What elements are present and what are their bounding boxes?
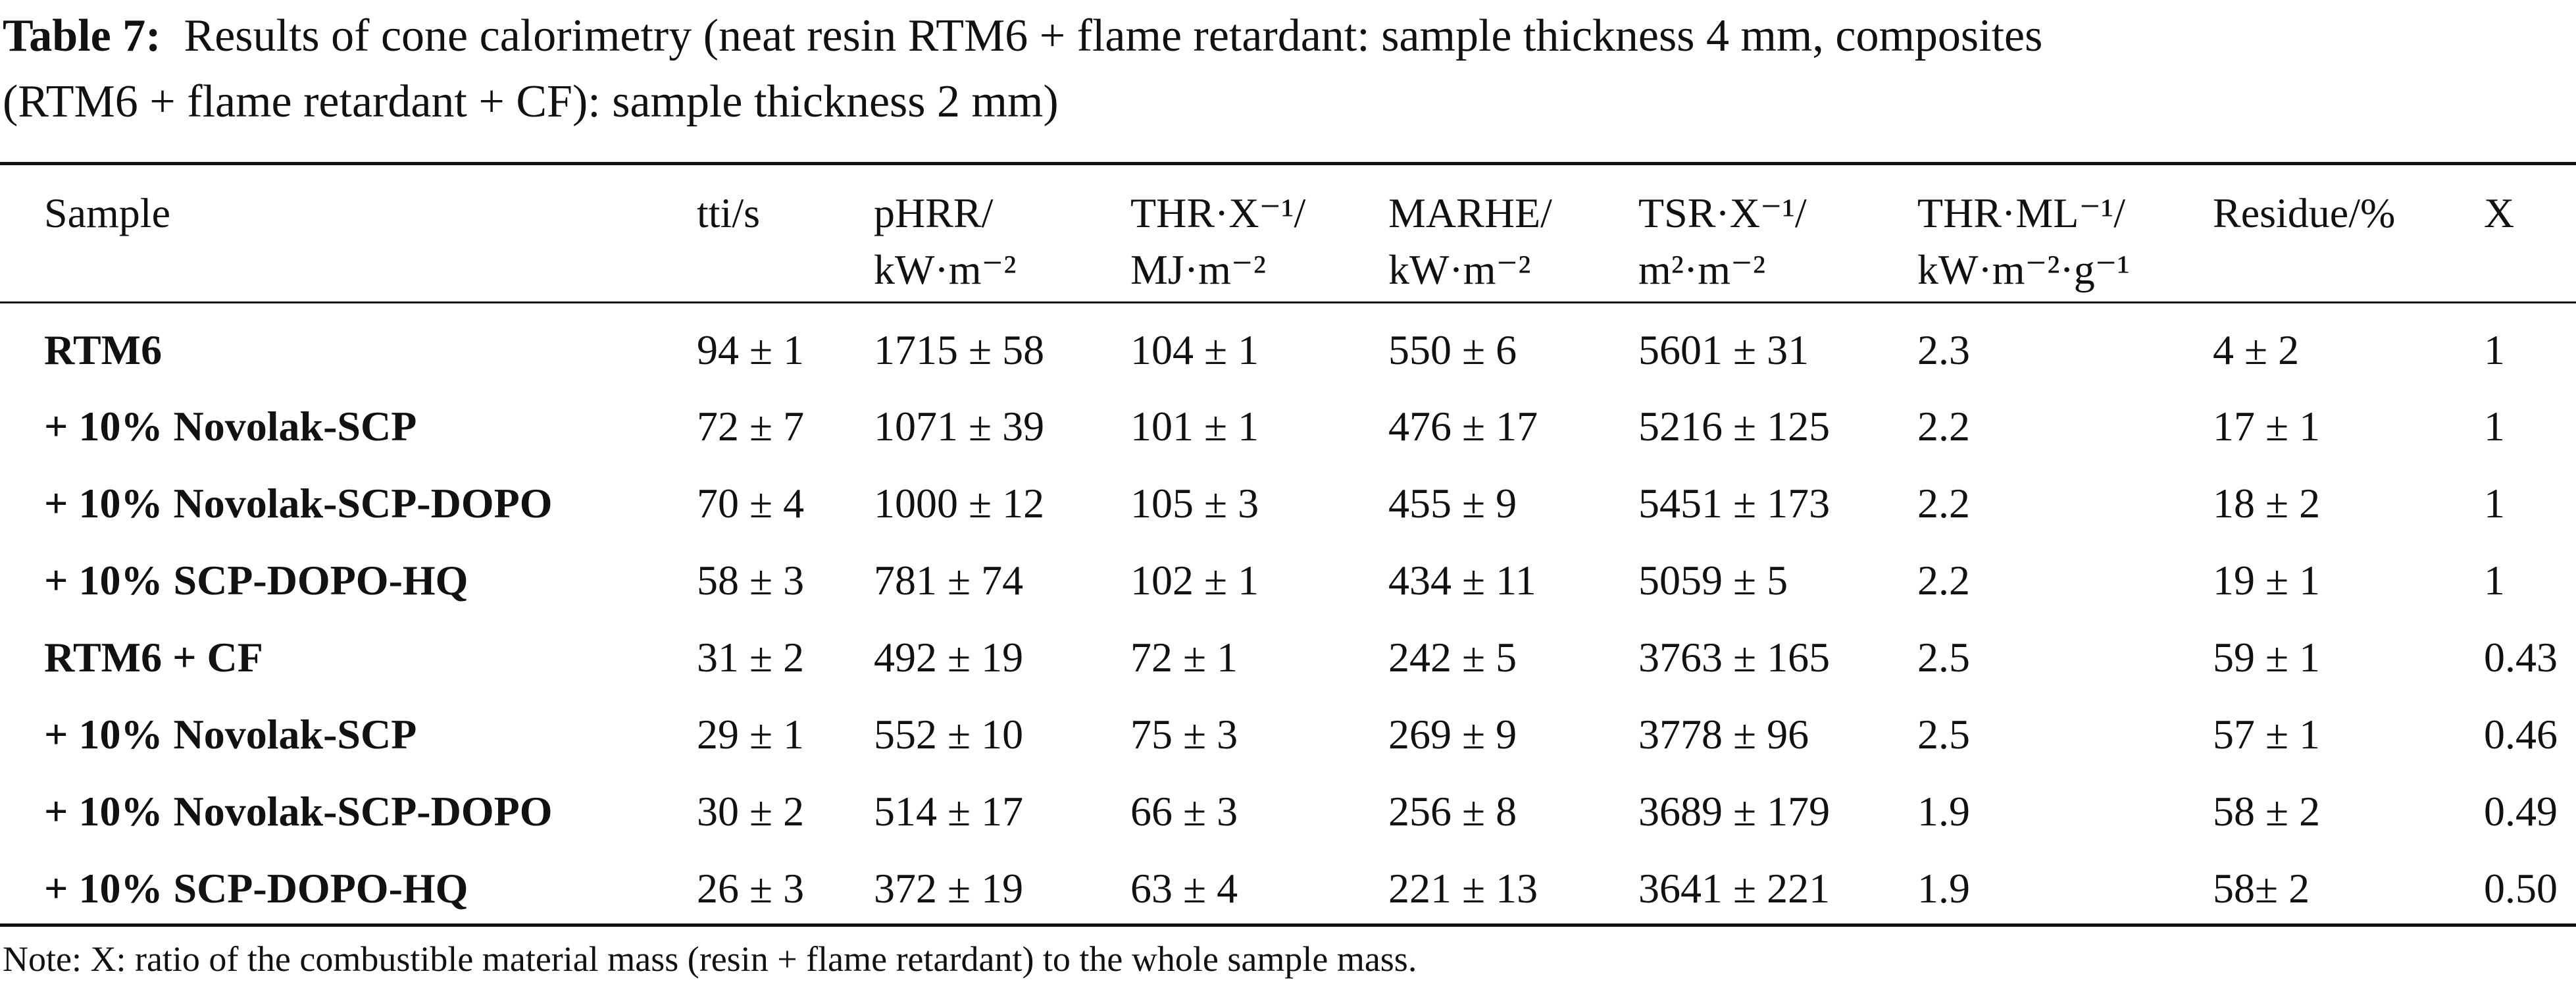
data-cell: 0.46 xyxy=(2484,711,2558,758)
data-cell: 3689 ± 179 xyxy=(1638,788,1831,835)
note: Note: X: ratio of the combustible materi… xyxy=(3,939,1417,979)
data-cell: 4 ± 2 xyxy=(2213,326,2300,373)
data-cell: 58± 2 xyxy=(2213,865,2310,912)
top-rule xyxy=(0,162,2576,165)
data-cell: 2.2 xyxy=(1917,403,1970,450)
data-cell: 105 ± 3 xyxy=(1130,480,1259,527)
data-cell: 372 ± 19 xyxy=(874,865,1024,912)
data-cell: 1 xyxy=(2484,480,2505,527)
data-cell: 17 ± 1 xyxy=(2213,403,2321,450)
data-cell: 72 ± 7 xyxy=(697,403,805,450)
data-cell: 102 ± 1 xyxy=(1130,557,1259,604)
caption-line: (RTM6 + flame retardant + CF): sample th… xyxy=(3,76,1059,127)
header-cell: THR·X⁻¹/ xyxy=(1130,190,1306,236)
data-cell: 1071 ± 39 xyxy=(874,403,1045,450)
header-cell: Sample xyxy=(44,190,170,236)
header-cell: Residue/% xyxy=(2213,190,2396,236)
data-cell: 5216 ± 125 xyxy=(1638,403,1831,450)
data-cell: 269 ± 9 xyxy=(1388,711,1517,758)
data-cell: 3641 ± 221 xyxy=(1638,865,1831,912)
data-cell: 5451 ± 173 xyxy=(1638,480,1831,527)
header-cell: kW·m⁻² xyxy=(1388,246,1531,293)
header-cell: tti/s xyxy=(697,190,761,236)
data-cell: 63 ± 4 xyxy=(1130,865,1238,912)
header-cell: THR·ML⁻¹/ xyxy=(1917,190,2126,236)
data-cell: 72 ± 1 xyxy=(1130,634,1238,681)
data-cell: 29 ± 1 xyxy=(697,711,805,758)
data-cell: 26 ± 3 xyxy=(697,865,805,912)
sample-cell: + 10% Novolak-SCP xyxy=(44,403,417,450)
data-cell: 3778 ± 96 xyxy=(1638,711,1809,758)
data-cell: 0.50 xyxy=(2484,865,2558,912)
header-cell: pHRR/ xyxy=(874,190,994,236)
data-cell: 1 xyxy=(2484,403,2505,450)
data-cell: 1 xyxy=(2484,557,2505,604)
data-cell: 1000 ± 12 xyxy=(874,480,1045,527)
data-cell: 1.9 xyxy=(1917,865,1970,912)
caption-label: Table 7: xyxy=(3,11,161,61)
sample-cell: + 10% SCP-DOPO-HQ xyxy=(44,557,468,604)
data-cell: 492 ± 19 xyxy=(874,634,1024,681)
sample-cell: RTM6 + CF xyxy=(44,634,263,681)
data-cell: 455 ± 9 xyxy=(1388,480,1517,527)
data-cell: 242 ± 5 xyxy=(1388,634,1517,681)
header-cell: kW·m⁻²·g⁻¹ xyxy=(1917,246,2130,293)
data-cell: 0.49 xyxy=(2484,788,2558,835)
data-cell: 75 ± 3 xyxy=(1130,711,1238,758)
data-cell: 2.3 xyxy=(1917,326,1970,373)
data-cell: 57 ± 1 xyxy=(2213,711,2321,758)
header-cell: MARHE/ xyxy=(1388,190,1552,236)
sample-cell: + 10% Novolak-SCP-DOPO xyxy=(44,480,553,527)
data-cell: 94 ± 1 xyxy=(697,326,805,373)
data-cell: 550 ± 6 xyxy=(1388,326,1517,373)
data-cell: 5059 ± 5 xyxy=(1638,557,1788,604)
data-cell: 781 ± 74 xyxy=(874,557,1024,604)
data-cell: 70 ± 4 xyxy=(697,480,805,527)
data-cell: 1 xyxy=(2484,326,2505,373)
bottom-rule xyxy=(0,923,2576,927)
header-cell: m²·m⁻² xyxy=(1638,246,1766,293)
data-cell: 256 ± 8 xyxy=(1388,788,1517,835)
data-cell: 0.43 xyxy=(2484,634,2558,681)
sample-cell: + 10% Novolak-SCP xyxy=(44,711,417,758)
data-cell: 31 ± 2 xyxy=(697,634,805,681)
data-cell: 101 ± 1 xyxy=(1130,403,1259,450)
data-cell: 5601 ± 31 xyxy=(1638,326,1809,373)
header-cell: TSR·X⁻¹/ xyxy=(1638,190,1807,236)
header-cell: X xyxy=(2484,190,2515,236)
data-cell: 66 ± 3 xyxy=(1130,788,1238,835)
data-cell: 2.2 xyxy=(1917,557,1970,604)
data-cell: 2.5 xyxy=(1917,711,1970,758)
data-cell: 476 ± 17 xyxy=(1388,403,1538,450)
data-cell: 58 ± 2 xyxy=(2213,788,2321,835)
data-cell: 434 ± 11 xyxy=(1388,557,1536,604)
data-cell: 58 ± 3 xyxy=(697,557,805,604)
data-cell: 221 ± 13 xyxy=(1388,865,1538,912)
caption-text: Results of cone calorimetry (neat resin … xyxy=(184,11,2043,61)
sample-cell: + 10% SCP-DOPO-HQ xyxy=(44,865,468,912)
data-cell: 30 ± 2 xyxy=(697,788,805,835)
header-rule xyxy=(0,301,2576,303)
header-cell: kW·m⁻² xyxy=(874,246,1017,293)
data-cell: 3763 ± 165 xyxy=(1638,634,1831,681)
data-cell: 1.9 xyxy=(1917,788,1970,835)
data-cell: 19 ± 1 xyxy=(2213,557,2321,604)
data-cell: 514 ± 17 xyxy=(874,788,1024,835)
data-cell: 18 ± 2 xyxy=(2213,480,2321,527)
header-cell: MJ·m⁻² xyxy=(1130,246,1266,293)
data-cell: 552 ± 10 xyxy=(874,711,1024,758)
data-cell: 2.5 xyxy=(1917,634,1970,681)
sample-cell: + 10% Novolak-SCP-DOPO xyxy=(44,788,553,835)
data-cell: 104 ± 1 xyxy=(1130,326,1259,373)
sample-cell: RTM6 xyxy=(44,326,163,373)
data-cell: 2.2 xyxy=(1917,480,1970,527)
data-cell: 59 ± 1 xyxy=(2213,634,2321,681)
data-cell: 1715 ± 58 xyxy=(874,326,1045,373)
caption-line: Table 7: Results of cone calorimetry (ne… xyxy=(3,13,2042,59)
